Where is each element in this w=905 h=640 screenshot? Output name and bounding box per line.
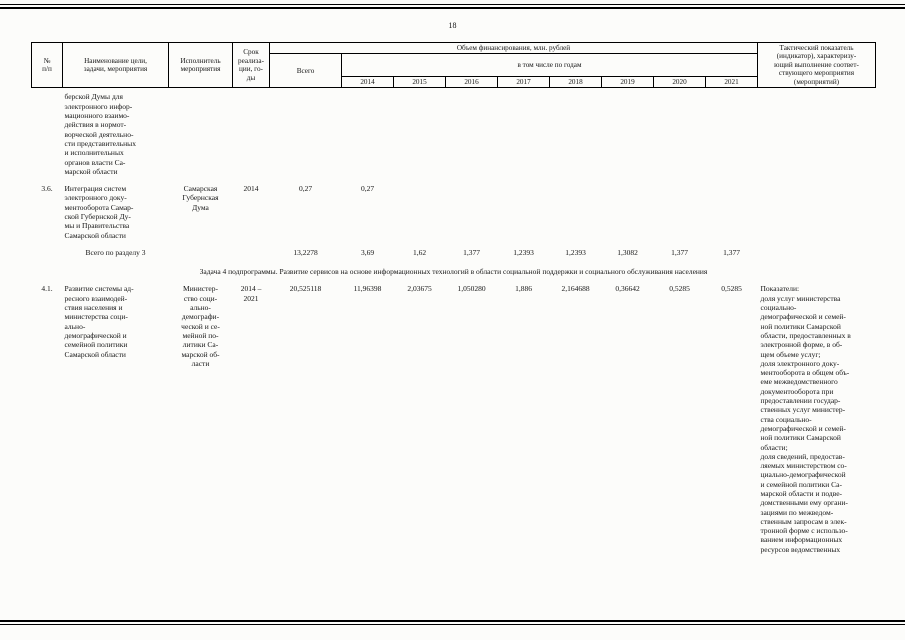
table-row-continuation: берской Думы для электронного инфор- мац… [32, 88, 876, 176]
header-col-no: № п/п [31, 41, 63, 89]
section-total-label: Всего по разделу 3 [85, 247, 146, 257]
cell-indicator: Показатели: доля услуг министерства соци… [760, 284, 851, 554]
cell-2018: 2,164688 [561, 284, 590, 294]
header-col-funding: Объем финансирования, млн. рублей [269, 41, 758, 55]
table-row-3-6: 3.6. Интеграция систем электронного доку… [32, 176, 876, 240]
cell-2020: 1,377 [671, 247, 688, 257]
cell-2014: 0,27 [360, 184, 375, 194]
cell-empty [758, 240, 876, 257]
task-4-heading: Задача 4 подпрограммы. Развитие сервисов… [199, 267, 708, 277]
cell-name: Интеграция систем электронного доку- мен… [64, 184, 134, 240]
page-number: 18 [448, 21, 457, 30]
cell-2018: 1,2393 [565, 247, 586, 257]
cell-2019: 1,3082 [617, 247, 638, 257]
cell-empty [394, 176, 758, 240]
header-year-2019: 2019 [601, 75, 654, 89]
bottom-rule-thin [0, 624, 905, 625]
cell-indicator [758, 176, 876, 240]
cell-term: 2014 [243, 184, 259, 194]
cell-2014: 3,69 [360, 247, 375, 257]
header-col-term: Срок реализа- ции, го- ды [232, 41, 270, 89]
cell-name: Развитие системы ад- ресного взаимодей- … [64, 284, 134, 359]
cell-no [32, 88, 63, 176]
cell-2019: 0,36642 [615, 284, 640, 294]
cell-2021: 1,377 [723, 247, 740, 257]
cell-empty [169, 88, 876, 176]
cell-2020: 0,5285 [669, 284, 690, 294]
header-year-2020: 2020 [653, 75, 706, 89]
header-year-2017: 2017 [497, 75, 550, 89]
cell-no [32, 240, 63, 257]
cell-2021: 0,5285 [721, 284, 742, 294]
cell-2014: 11,96398 [353, 284, 382, 294]
table-row-total-section-3: Всего по разделу 3 13,2278 3,69 1,62 1,3… [32, 240, 876, 257]
header-year-2014: 2014 [341, 75, 394, 89]
header-year-2016: 2016 [445, 75, 498, 89]
table-row-task-4-header: Задача 4 подпрограммы. Развитие сервисов… [32, 257, 876, 284]
funding-table: № п/п Наименование цели, задачи, меропри… [31, 41, 876, 554]
cell-executor: Министер- ство соци- ально- демографи- ч… [181, 284, 220, 368]
cell-2015: 1,62 [412, 247, 427, 257]
cell-2017: 1,2393 [513, 247, 534, 257]
cell-2016: 1,377 [463, 247, 480, 257]
cell-term: 2014 – 2021 [240, 284, 262, 303]
cell-executor: Самарская Губернская Дума [182, 184, 219, 212]
header-col-executor: Исполнитель мероприятия [168, 41, 233, 89]
cell-2015: 2,03675 [407, 284, 432, 294]
cell-empty [233, 240, 270, 257]
table-row-4-1: 4.1. Развитие системы ад- ресного взаимо… [32, 284, 876, 554]
table-header: № п/п Наименование цели, задачи, меропри… [31, 41, 876, 89]
cell-empty [169, 240, 233, 257]
bottom-rule-thick [0, 620, 905, 622]
cell-total: 13,2278 [293, 247, 318, 257]
cell-2017: 1,886 [515, 284, 532, 294]
top-rule-thick [0, 7, 905, 9]
top-rule-thin [0, 4, 905, 5]
cell-total: 0,27 [298, 184, 313, 194]
cell-no: 3.6. [41, 184, 53, 194]
cell-no: 4.1. [41, 284, 53, 294]
header-col-name: Наименование цели, задачи, мероприятия [62, 41, 169, 89]
header-col-total: Всего [269, 53, 342, 89]
cell-total: 20,525118 [289, 284, 322, 294]
header-year-2021: 2021 [705, 75, 758, 89]
header-col-indicator: Тактический показатель (индикатор), хара… [757, 41, 876, 89]
header-year-2015: 2015 [393, 75, 446, 89]
header-col-by-years: в том числе по годам [341, 53, 758, 77]
cell-2016: 1,050280 [457, 284, 486, 294]
header-year-2018: 2018 [549, 75, 602, 89]
cell-name: берской Думы для электронного инфор- мац… [64, 92, 136, 176]
